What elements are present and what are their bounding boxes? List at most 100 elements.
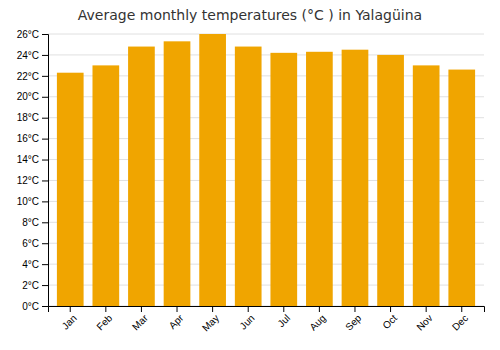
x-tick: Jan: [60, 306, 79, 332]
y-tick: 6°C: [22, 238, 48, 249]
y-tick-mark: [42, 34, 48, 35]
bar: [342, 50, 369, 306]
bar: [199, 34, 226, 306]
y-tick-label: 24°C: [17, 50, 39, 61]
y-tick-label: 8°C: [22, 217, 39, 228]
x-tick-mark: [354, 306, 355, 312]
x-tick: Jul: [275, 306, 292, 329]
bar: [270, 53, 297, 306]
bar: [92, 65, 119, 306]
y-tick-label: 12°C: [17, 175, 39, 186]
x-tick-mark: [105, 306, 106, 312]
x-tick: Jun: [238, 306, 257, 332]
plot-area: 0°C 2°C 4°C 6°C 8°C 10°C 12°C 14°C 16°C 18°C 20°C 2…: [17, 29, 485, 334]
y-tick: 10°C: [17, 196, 48, 207]
y-tick-mark: [42, 222, 48, 223]
x-tick-label: Aug: [308, 312, 328, 332]
x-tick: Dec: [450, 306, 470, 333]
x-axis: Jan Feb Mar Apr May Jun Jul Aug Sep Oct Nov Dec: [49, 306, 485, 334]
x-tick-label: Feb: [94, 312, 114, 332]
y-tick: 8°C: [22, 217, 48, 228]
y-tick: 20°C: [17, 91, 48, 102]
bar: [235, 47, 262, 306]
bars: [57, 34, 475, 306]
x-tick-label: Oct: [380, 312, 399, 331]
y-axis: 0°C 2°C 4°C 6°C 8°C 10°C 12°C 14°C 16°C 18°C 20°C 2…: [17, 29, 49, 312]
chart-container: 0°C 2°C 4°C 6°C 8°C 10°C 12°C 14°C 16°C 18°C 20°C 2…: [0, 0, 500, 350]
y-tick: 24°C: [17, 50, 48, 61]
y-tick-mark: [42, 118, 48, 119]
bar: [164, 41, 191, 306]
x-tick-mark: [461, 306, 462, 312]
y-tick-mark: [42, 160, 48, 161]
x-tick-mark: [390, 306, 391, 312]
y-tick-mark: [42, 76, 48, 77]
y-axis-line: [42, 35, 49, 307]
x-tick-mark: [248, 306, 249, 312]
y-tick-mark: [42, 264, 48, 265]
x-tick: Nov: [414, 306, 434, 333]
y-tick: 0°C: [22, 301, 48, 312]
y-tick: 2°C: [22, 280, 48, 291]
x-tick: May: [200, 306, 221, 334]
y-tick-mark: [42, 285, 48, 286]
y-tick-mark: [42, 139, 48, 140]
y-tick-mark: [42, 306, 48, 307]
y-tick-mark: [42, 243, 48, 244]
x-tick-label: Mar: [130, 312, 150, 332]
x-tick: Sep: [343, 306, 364, 333]
y-tick-mark: [42, 97, 48, 98]
x-tick-label: Jun: [238, 312, 257, 331]
y-tick-label: 10°C: [17, 196, 39, 207]
y-tick-label: 26°C: [17, 29, 39, 40]
title: Average monthly temperatures (°C ) in Ya…: [78, 7, 422, 23]
y-tick-label: 4°C: [22, 259, 39, 270]
y-tick-label: 2°C: [22, 280, 39, 291]
x-tick-mark: [177, 306, 178, 312]
x-tick-mark: [319, 306, 320, 312]
y-tick: 4°C: [22, 259, 48, 270]
x-tick-mark: [283, 306, 284, 312]
x-tick-mark: [426, 306, 427, 312]
x-tick-label: Nov: [414, 312, 434, 332]
bar: [448, 70, 475, 306]
chart-svg: 0°C 2°C 4°C 6°C 8°C 10°C 12°C 14°C 16°C 18°C 20°C 2…: [0, 0, 500, 350]
grid: [48, 34, 484, 306]
y-tick-label: 14°C: [17, 154, 39, 165]
y-tick: 18°C: [17, 112, 48, 123]
y-tick-label: 18°C: [17, 112, 39, 123]
x-tick: Oct: [380, 306, 399, 331]
y-tick-label: 22°C: [17, 71, 39, 82]
y-tick-label: 20°C: [17, 91, 39, 102]
x-tick-label: Sep: [343, 312, 364, 333]
bar: [306, 52, 333, 306]
x-tick-label: Apr: [167, 312, 186, 331]
grid-line: [48, 54, 484, 55]
x-tick-mark: [70, 306, 71, 312]
x-tick: Aug: [308, 306, 328, 333]
y-tick: 14°C: [17, 154, 48, 165]
y-tick: 26°C: [17, 29, 48, 40]
x-tick-mark: [212, 306, 213, 312]
x-axis-line: [49, 307, 485, 313]
x-tick-label: May: [200, 312, 221, 333]
bar: [57, 73, 84, 306]
x-tick: Feb: [94, 306, 114, 332]
bar: [413, 65, 440, 306]
y-tick-mark: [42, 55, 48, 56]
grid-line: [48, 34, 484, 35]
y-tick-mark: [42, 180, 48, 181]
x-tick-label: Jul: [275, 312, 292, 329]
x-tick-label: Dec: [450, 312, 470, 332]
y-tick-label: 0°C: [22, 301, 39, 312]
y-tick-label: 16°C: [17, 133, 39, 144]
x-tick-mark: [141, 306, 142, 312]
y-tick-mark: [42, 201, 48, 202]
y-tick-label: 6°C: [22, 238, 39, 249]
x-tick-label: Jan: [60, 312, 79, 331]
y-tick: 12°C: [17, 175, 48, 186]
x-tick: Apr: [167, 306, 186, 331]
y-tick: 22°C: [17, 71, 48, 82]
bar: [377, 55, 404, 306]
bar: [128, 47, 155, 306]
